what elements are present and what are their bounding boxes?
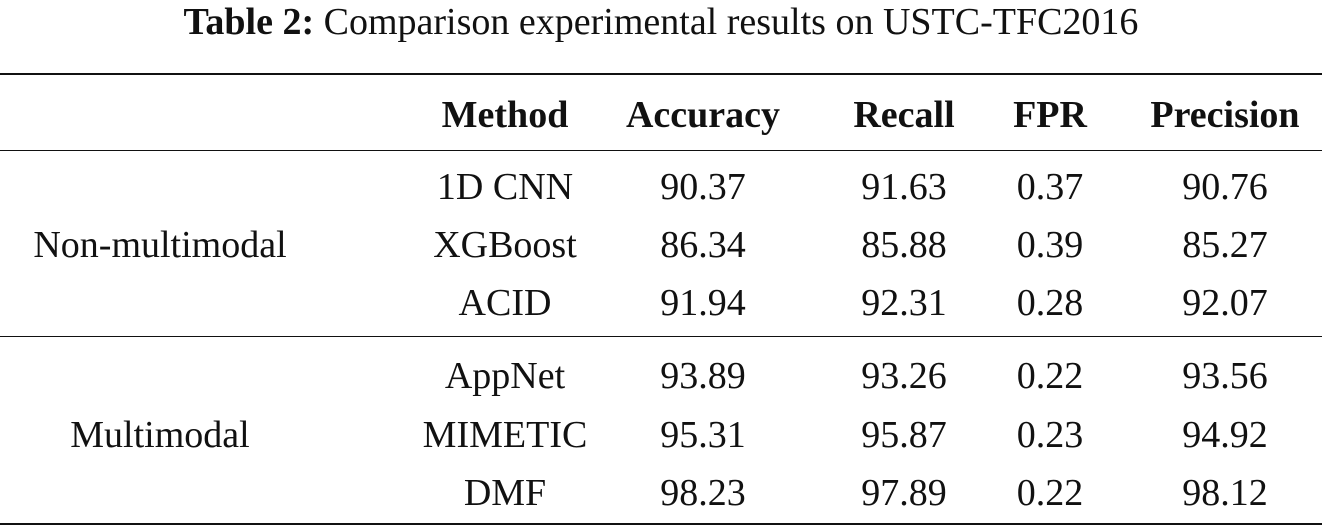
header-fpr: FPR	[1013, 94, 1087, 136]
caption-label: Table 2:	[183, 1, 315, 43]
cell-recall: 95.87	[861, 414, 947, 456]
header-method: Method	[441, 94, 569, 136]
group-label: Multimodal	[70, 414, 250, 456]
cell-fpr: 0.39	[1016, 224, 1084, 266]
cell-precision: 98.12	[1182, 472, 1268, 514]
cell-method: ACID	[458, 282, 552, 324]
cell-recall: 92.31	[861, 282, 947, 324]
cell-fpr: 0.22	[1016, 472, 1084, 514]
cell-precision: 90.76	[1182, 166, 1268, 208]
cell-fpr: 0.28	[1016, 282, 1084, 324]
cell-accuracy: 98.23	[660, 472, 746, 514]
table-top-rule	[0, 73, 1322, 75]
table-bottom-rule	[0, 523, 1322, 525]
cell-method: MIMETIC	[422, 414, 588, 456]
table-header-rule	[0, 150, 1322, 151]
cell-accuracy: 93.89	[660, 355, 746, 397]
cell-precision: 92.07	[1182, 282, 1268, 324]
header-accuracy: Accuracy	[625, 94, 781, 136]
cell-method: DMF	[463, 472, 547, 514]
cell-precision: 94.92	[1182, 414, 1268, 456]
cell-accuracy: 95.31	[660, 414, 746, 456]
cell-precision: 93.56	[1182, 355, 1268, 397]
cell-fpr: 0.37	[1016, 166, 1084, 208]
cell-accuracy: 90.37	[660, 166, 746, 208]
cell-precision: 85.27	[1182, 224, 1268, 266]
cell-accuracy: 91.94	[660, 282, 746, 324]
cell-method: XGBoost	[433, 224, 577, 266]
cell-fpr: 0.22	[1016, 355, 1084, 397]
cell-accuracy: 86.34	[660, 224, 746, 266]
table-group-rule	[0, 336, 1322, 337]
header-precision: Precision	[1150, 94, 1300, 136]
cell-recall: 97.89	[861, 472, 947, 514]
cell-recall: 85.88	[861, 224, 947, 266]
table-caption: Table 2: Comparison experimental results…	[0, 2, 1322, 42]
caption-text: Comparison experimental results on USTC-…	[323, 1, 1139, 43]
cell-recall: 93.26	[861, 355, 947, 397]
header-recall: Recall	[853, 94, 955, 136]
cell-recall: 91.63	[861, 166, 947, 208]
group-label: Non-multimodal	[33, 224, 287, 266]
cell-method: 1D CNN	[436, 166, 574, 208]
cell-method: AppNet	[444, 355, 566, 397]
cell-fpr: 0.23	[1016, 414, 1084, 456]
